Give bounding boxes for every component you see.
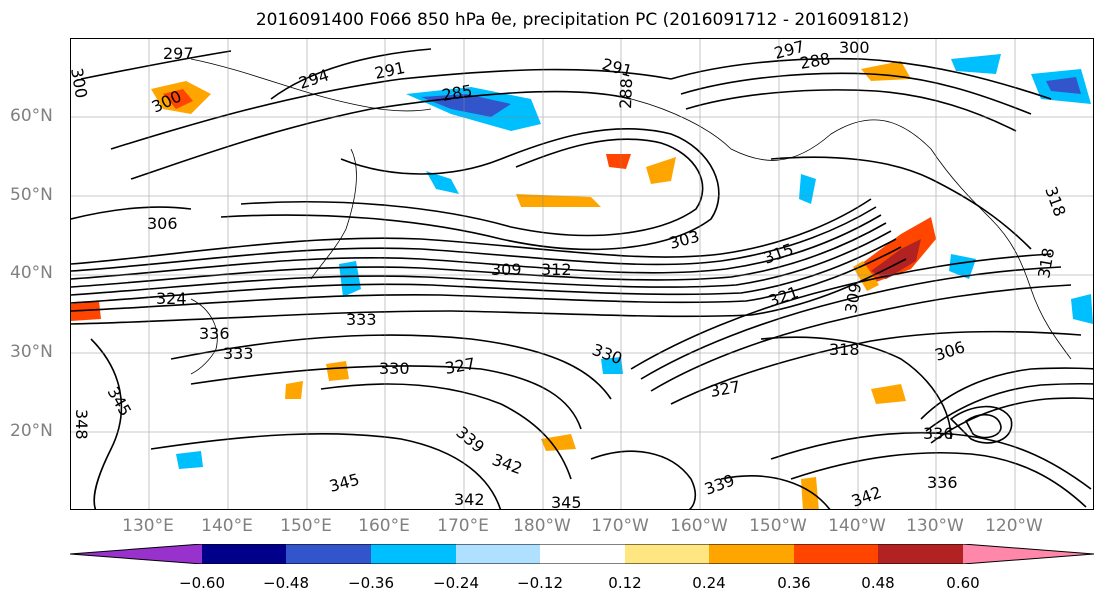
contour-label: 330: [590, 340, 625, 368]
contour-label: 345: [551, 493, 582, 510]
colorbar-label-n036: −0.36: [348, 574, 394, 592]
colorbar-seg-1: [202, 544, 286, 564]
contour-label: 336: [927, 473, 958, 492]
colorbar-seg-4: [456, 544, 540, 564]
colorbar-label-n048: −0.48: [263, 574, 309, 592]
contour-label: 318: [1041, 184, 1069, 219]
lat-tick-50n: 50°N: [10, 185, 53, 205]
lon-tick-120w: 120°W: [985, 516, 1043, 536]
lat-tick-30n: 30°N: [10, 342, 53, 362]
colorbar-seg-5: [540, 544, 625, 564]
colorbar-label-n012: −0.12: [517, 574, 563, 592]
contour-label: 306: [147, 214, 178, 233]
colorbar-label-p024: 0.24: [692, 574, 726, 592]
contour-label: 345: [327, 470, 361, 496]
lon-tick-130w: 130°W: [906, 516, 964, 536]
lat-tick-40n: 40°N: [10, 263, 53, 283]
contour-label: 300: [839, 39, 870, 57]
colorbar-label-p048: 0.48: [861, 574, 895, 592]
lon-tick-170e: 170°E: [437, 516, 489, 536]
contour-label: 300: [71, 66, 91, 99]
colorbar-seg-2: [286, 544, 371, 564]
contour-label: 294: [296, 65, 331, 93]
contour-label: 330: [379, 359, 410, 378]
map-panel: 297 294 291 285 300 291 288 297 300 288 300 306 303 3…: [70, 38, 1094, 510]
lon-tick-130e: 130°E: [122, 516, 174, 536]
contour-label: 339: [702, 470, 737, 498]
lon-tick-160e: 160°E: [358, 516, 410, 536]
contour-label: 336: [199, 324, 230, 343]
colorbar-label-p060: 0.60: [946, 574, 980, 592]
lon-tick-140w: 140°W: [828, 516, 886, 536]
colorbar-seg-0: [70, 544, 202, 564]
contour-label: 309: [841, 281, 865, 314]
lon-tick-180w: 180°W: [513, 516, 571, 536]
contour-label: 288: [616, 78, 636, 109]
colorbar-seg-3: [371, 544, 456, 564]
lon-tick-170w: 170°W: [591, 516, 649, 536]
contour-label: 306: [932, 337, 967, 365]
contour-label: 297: [163, 44, 194, 63]
lon-tick-150w: 150°W: [749, 516, 807, 536]
colorbar-seg-7: [709, 544, 794, 564]
contour-label: 303: [667, 227, 701, 253]
contour-label: 291: [600, 55, 634, 81]
contour-label: 339: [452, 423, 488, 457]
colorbar-seg-10: [963, 544, 1094, 564]
contour-label: 345: [104, 384, 136, 420]
lon-tick-140e: 140°E: [201, 516, 253, 536]
contour-label: 318: [829, 340, 860, 359]
contour-label: 333: [346, 310, 377, 329]
colorbar-seg-9: [878, 544, 963, 564]
contour-label: 324: [156, 289, 187, 308]
contour-label: 327: [708, 377, 741, 401]
colorbar-label-p036: 0.36: [777, 574, 811, 592]
precip-shading: [71, 54, 1093, 509]
colorbar-label-n024: −0.24: [433, 574, 479, 592]
contour-label: 342: [490, 450, 525, 478]
contour-label: 342: [454, 490, 485, 509]
graticule: [71, 39, 1093, 509]
contour-label: 309: [491, 260, 522, 279]
colorbar-label-p012: 0.12: [608, 574, 642, 592]
contour-label: 333: [223, 344, 254, 363]
contour-label: 312: [541, 260, 572, 279]
contour-label: 336: [923, 424, 954, 443]
colorbar-seg-6: [625, 544, 709, 564]
contour-label: 342: [849, 482, 884, 510]
contour-label: 288: [798, 49, 831, 73]
colorbar: [70, 544, 1094, 564]
map-title: 2016091400 F066 850 hPa θe, precipitatio…: [255, 10, 910, 30]
lon-tick-160w: 160°W: [670, 516, 728, 536]
contour-label: 297: [772, 39, 806, 63]
colorbar-seg-8: [794, 544, 878, 564]
lon-tick-150e: 150°E: [280, 516, 332, 536]
contour-label: 348: [72, 409, 91, 440]
lat-tick-20n: 20°N: [10, 421, 53, 441]
lat-tick-60n: 60°N: [10, 106, 53, 126]
colorbar-label-n060: −0.60: [179, 574, 225, 592]
contour-label: 327: [443, 354, 476, 378]
